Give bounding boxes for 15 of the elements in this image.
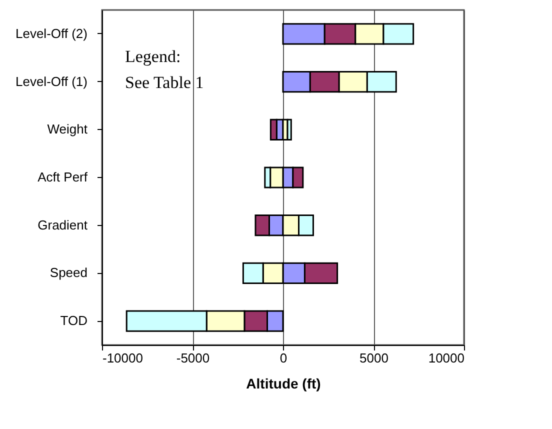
y-tick-label: Level-Off (2) [15,26,88,41]
x-tick-label: 5000 [360,350,388,366]
x-axis-title: Altitude (ft) [246,376,321,392]
y-tick-label: Gradient [38,217,88,232]
annotation: Legend: [125,47,181,66]
y-tick-label: Acft Perf [38,170,88,184]
x-tick-label: -10000 [102,350,143,366]
x-tick-label: -5000 [176,350,210,366]
annotation: See Table 1 [125,73,204,92]
y-tick-label: TOD [60,313,88,328]
y-tick-label: Speed [50,265,88,280]
x-tick-label: 0 [280,350,288,366]
x-tick-label: 10000 [428,350,464,366]
y-tick-label: Weight [47,122,88,137]
y-tick-label: Level-Off (1) [15,74,88,89]
